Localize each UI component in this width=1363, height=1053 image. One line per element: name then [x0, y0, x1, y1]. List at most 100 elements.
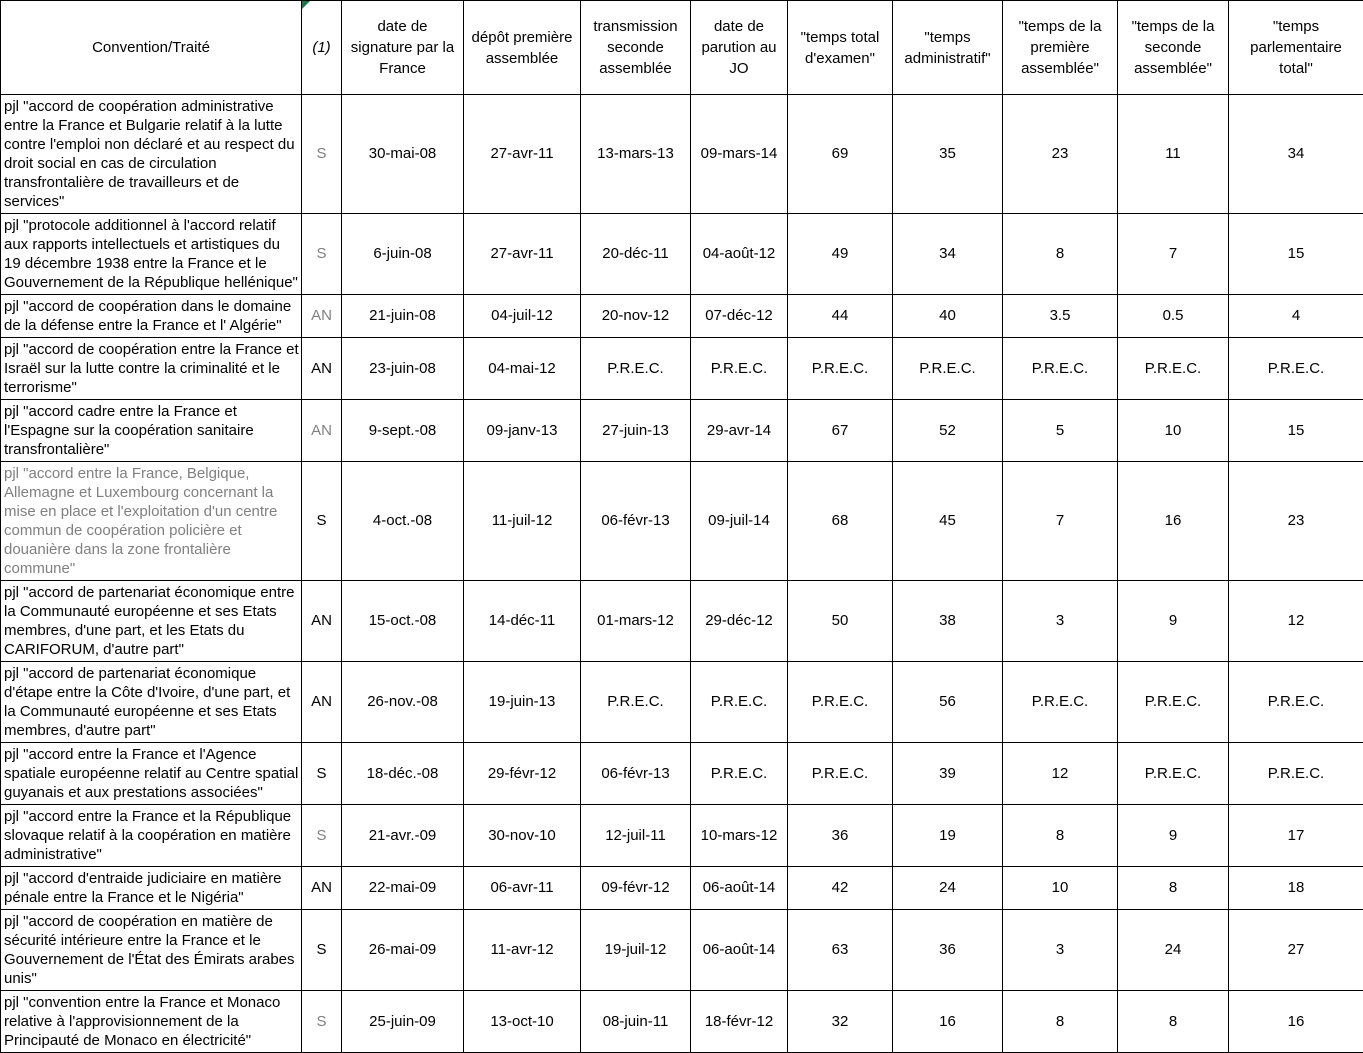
temps-seconde-cell[interactable]: 8 [1118, 867, 1229, 910]
assembly-type-cell[interactable]: AN [302, 400, 342, 462]
temps-seconde-cell[interactable]: 8 [1118, 991, 1229, 1053]
convention-cell[interactable]: pjl "protocole additionnel à l'accord re… [1, 214, 302, 295]
temps-seconde-cell[interactable]: 7 [1118, 214, 1229, 295]
assembly-type-cell[interactable]: S [302, 743, 342, 805]
column-header-assembly-type[interactable]: (1) [302, 1, 342, 95]
column-header-parution-date[interactable]: date de parution au JO [691, 1, 788, 95]
parution-date-cell[interactable]: 29-déc-12 [691, 581, 788, 662]
temps-admin-cell[interactable]: 39 [893, 743, 1003, 805]
convention-cell[interactable]: pjl "accord cadre entre la France et l'E… [1, 400, 302, 462]
assembly-type-cell[interactable]: S [302, 462, 342, 581]
temps-premiere-cell[interactable]: 8 [1003, 991, 1118, 1053]
signature-date-cell[interactable]: 22-mai-09 [342, 867, 464, 910]
depot-date-cell[interactable]: 06-avr-11 [464, 867, 581, 910]
column-header-temps-parlementaire[interactable]: "temps parlementaire total" [1229, 1, 1363, 95]
temps-premiere-cell[interactable]: 12 [1003, 743, 1118, 805]
convention-cell[interactable]: pjl "accord de partenariat économique d'… [1, 662, 302, 743]
temps-premiere-cell[interactable]: P.R.E.C. [1003, 662, 1118, 743]
depot-date-cell[interactable]: 27-avr-11 [464, 214, 581, 295]
temps-premiere-cell[interactable]: 10 [1003, 867, 1118, 910]
temps-seconde-cell[interactable]: P.R.E.C. [1118, 338, 1229, 400]
parution-date-cell[interactable]: 10-mars-12 [691, 805, 788, 867]
temps-total-cell[interactable]: 36 [788, 805, 893, 867]
convention-cell[interactable]: pjl "accord de coopération en matière de… [1, 910, 302, 991]
temps-seconde-cell[interactable]: 10 [1118, 400, 1229, 462]
signature-date-cell[interactable]: 25-juin-09 [342, 991, 464, 1053]
temps-seconde-cell[interactable]: 9 [1118, 805, 1229, 867]
temps-seconde-cell[interactable]: 0.5 [1118, 295, 1229, 338]
column-header-signature-date[interactable]: date de signature par la France [342, 1, 464, 95]
assembly-type-cell[interactable]: AN [302, 662, 342, 743]
column-header-temps-total[interactable]: "temps total d'examen" [788, 1, 893, 95]
signature-date-cell[interactable]: 21-avr.-09 [342, 805, 464, 867]
temps-admin-cell[interactable]: 16 [893, 991, 1003, 1053]
assembly-type-cell[interactable]: AN [302, 867, 342, 910]
temps-total-cell[interactable]: 32 [788, 991, 893, 1053]
column-header-convention[interactable]: Convention/Traité [1, 1, 302, 95]
convention-cell[interactable]: pjl "accord entre la France et l'Agence … [1, 743, 302, 805]
temps-parlementaire-cell[interactable]: 15 [1229, 400, 1363, 462]
depot-date-cell[interactable]: 13-oct-10 [464, 991, 581, 1053]
assembly-type-cell[interactable]: S [302, 910, 342, 991]
temps-parlementaire-cell[interactable]: 16 [1229, 991, 1363, 1053]
temps-admin-cell[interactable]: 40 [893, 295, 1003, 338]
transmission-date-cell[interactable]: 09-févr-12 [581, 867, 691, 910]
temps-admin-cell[interactable]: 19 [893, 805, 1003, 867]
assembly-type-cell[interactable]: S [302, 214, 342, 295]
temps-total-cell[interactable]: 49 [788, 214, 893, 295]
temps-parlementaire-cell[interactable]: 15 [1229, 214, 1363, 295]
temps-total-cell[interactable]: P.R.E.C. [788, 662, 893, 743]
temps-admin-cell[interactable]: 45 [893, 462, 1003, 581]
temps-total-cell[interactable]: P.R.E.C. [788, 743, 893, 805]
signature-date-cell[interactable]: 21-juin-08 [342, 295, 464, 338]
transmission-date-cell[interactable]: P.R.E.C. [581, 338, 691, 400]
depot-date-cell[interactable]: 27-avr-11 [464, 95, 581, 214]
signature-date-cell[interactable]: 30-mai-08 [342, 95, 464, 214]
transmission-date-cell[interactable]: 08-juin-11 [581, 991, 691, 1053]
temps-total-cell[interactable]: P.R.E.C. [788, 338, 893, 400]
depot-date-cell[interactable]: 30-nov-10 [464, 805, 581, 867]
temps-parlementaire-cell[interactable]: 27 [1229, 910, 1363, 991]
temps-premiere-cell[interactable]: 5 [1003, 400, 1118, 462]
temps-premiere-cell[interactable]: 3.5 [1003, 295, 1118, 338]
temps-parlementaire-cell[interactable]: P.R.E.C. [1229, 662, 1363, 743]
temps-seconde-cell[interactable]: 16 [1118, 462, 1229, 581]
temps-parlementaire-cell[interactable]: 34 [1229, 95, 1363, 214]
convention-cell[interactable]: pjl "accord d'entraide judiciaire en mat… [1, 867, 302, 910]
temps-seconde-cell[interactable]: 11 [1118, 95, 1229, 214]
convention-cell[interactable]: pjl "accord entre la France, Belgique, A… [1, 462, 302, 581]
depot-date-cell[interactable]: 29-févr-12 [464, 743, 581, 805]
assembly-type-cell[interactable]: S [302, 805, 342, 867]
convention-cell[interactable]: pjl "convention entre la France et Monac… [1, 991, 302, 1053]
temps-total-cell[interactable]: 50 [788, 581, 893, 662]
signature-date-cell[interactable]: 18-déc.-08 [342, 743, 464, 805]
assembly-type-cell[interactable]: AN [302, 338, 342, 400]
temps-total-cell[interactable]: 69 [788, 95, 893, 214]
transmission-date-cell[interactable]: 01-mars-12 [581, 581, 691, 662]
depot-date-cell[interactable]: 11-avr-12 [464, 910, 581, 991]
temps-total-cell[interactable]: 44 [788, 295, 893, 338]
transmission-date-cell[interactable]: 20-nov-12 [581, 295, 691, 338]
signature-date-cell[interactable]: 9-sept.-08 [342, 400, 464, 462]
transmission-date-cell[interactable]: 06-févr-13 [581, 743, 691, 805]
transmission-date-cell[interactable]: 12-juil-11 [581, 805, 691, 867]
parution-date-cell[interactable]: 29-avr-14 [691, 400, 788, 462]
transmission-date-cell[interactable]: 20-déc-11 [581, 214, 691, 295]
temps-admin-cell[interactable]: 36 [893, 910, 1003, 991]
assembly-type-cell[interactable]: AN [302, 295, 342, 338]
parution-date-cell[interactable]: P.R.E.C. [691, 743, 788, 805]
temps-premiere-cell[interactable]: 8 [1003, 214, 1118, 295]
transmission-date-cell[interactable]: 27-juin-13 [581, 400, 691, 462]
temps-parlementaire-cell[interactable]: 12 [1229, 581, 1363, 662]
temps-parlementaire-cell[interactable]: 23 [1229, 462, 1363, 581]
column-header-temps-admin[interactable]: "temps administratif" [893, 1, 1003, 95]
signature-date-cell[interactable]: 26-nov.-08 [342, 662, 464, 743]
temps-admin-cell[interactable]: 34 [893, 214, 1003, 295]
temps-parlementaire-cell[interactable]: P.R.E.C. [1229, 743, 1363, 805]
assembly-type-cell[interactable]: S [302, 991, 342, 1053]
column-header-temps-premiere[interactable]: "temps de la première assemblée" [1003, 1, 1118, 95]
transmission-date-cell[interactable]: P.R.E.C. [581, 662, 691, 743]
parution-date-cell[interactable]: 04-août-12 [691, 214, 788, 295]
temps-parlementaire-cell[interactable]: 18 [1229, 867, 1363, 910]
parution-date-cell[interactable]: 06-août-14 [691, 910, 788, 991]
